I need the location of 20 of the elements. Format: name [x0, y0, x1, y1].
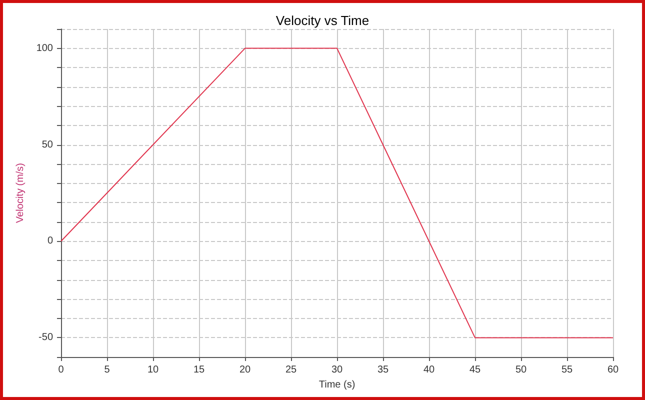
y-tick-label: 50: [42, 139, 54, 150]
x-tick-label: 15: [193, 364, 205, 376]
x-tick-label: 45: [469, 364, 481, 376]
y-tick-label: -50: [38, 332, 54, 344]
x-tick-label: 10: [147, 364, 159, 376]
x-tick-label: 40: [423, 364, 435, 376]
x-tick-label: 30: [331, 364, 343, 376]
x-tick-label: 20: [239, 364, 251, 376]
x-tick-label: 35: [377, 364, 389, 376]
y-tick-label: 100: [36, 42, 54, 54]
chart-title: Velocity vs Time: [276, 13, 370, 28]
y-tick-label: 0: [47, 236, 54, 247]
x-tick-label: 5: [104, 364, 110, 376]
x-tick-label: 25: [285, 364, 297, 376]
x-axis-title: Time (s): [318, 379, 356, 390]
y-axis-title: Velocity (m/s): [14, 162, 26, 224]
x-tick-label: 55: [561, 364, 573, 376]
x-tick-label: 0: [58, 364, 64, 376]
x-tick-label: 60: [607, 364, 619, 376]
x-tick-label: 50: [515, 364, 527, 376]
